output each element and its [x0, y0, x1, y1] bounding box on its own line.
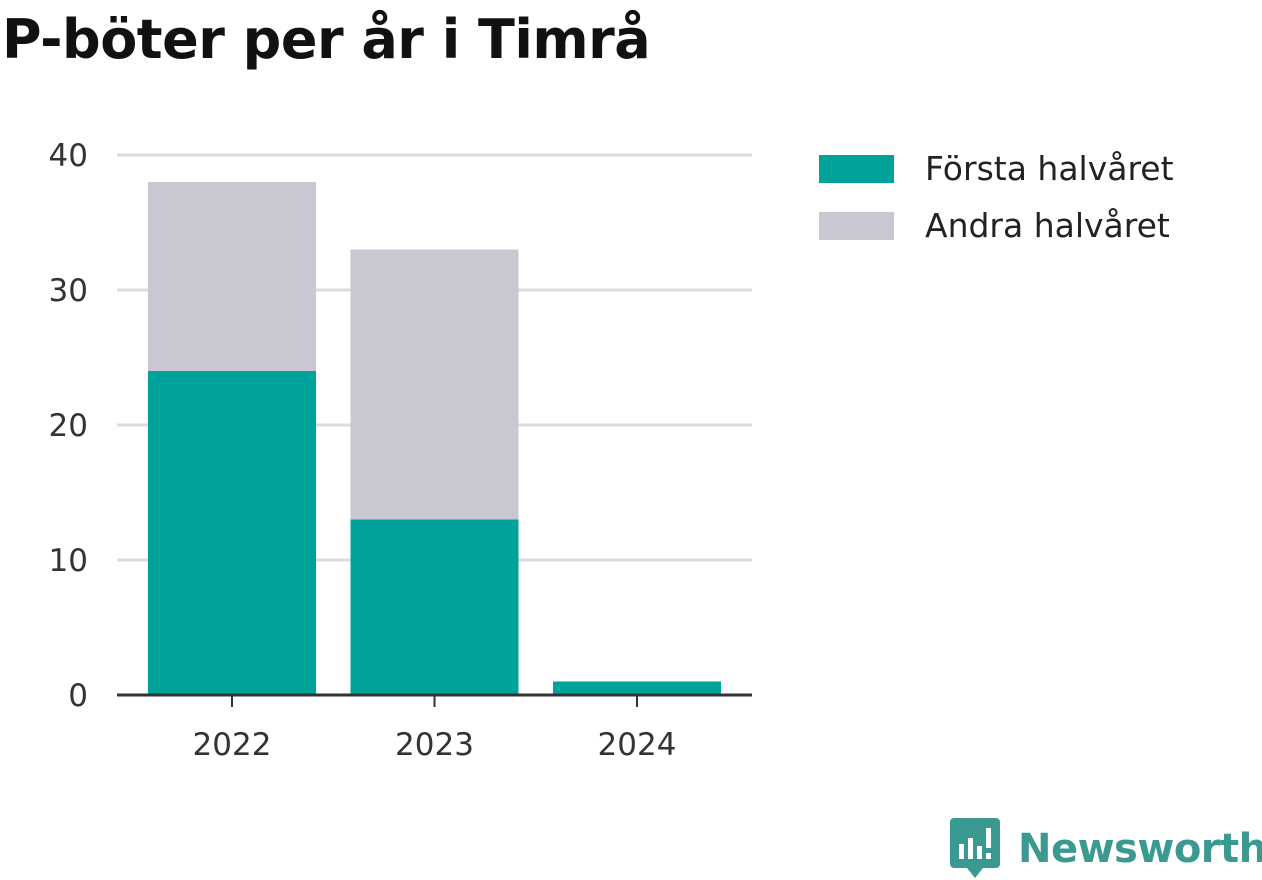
legend-item-forsta-halvaret: Första halvåret	[819, 140, 1174, 197]
brand-name: Newsworthy	[1018, 826, 1262, 872]
y-tick-label-20: 20	[49, 408, 88, 444]
bars	[148, 182, 721, 695]
legend-item-andra-halvaret: Andra halvåret	[819, 197, 1174, 254]
x-tick-label-2022: 2022	[193, 727, 272, 763]
legend-label-andra-halvaret: Andra halvåret	[925, 206, 1170, 245]
legend: Första halvåret Andra halvåret	[819, 140, 1174, 254]
y-tick-label-40: 40	[49, 138, 88, 174]
axes	[117, 693, 752, 707]
bar-2022-series-1	[148, 182, 316, 371]
newsworthy-logo-icon	[950, 818, 1000, 878]
legend-swatch-andra-halvaret	[819, 211, 894, 240]
legend-swatch-forsta-halvaret	[819, 154, 894, 183]
legend-label-forsta-halvaret: Första halvåret	[925, 149, 1174, 188]
chart-title: P-böter per år i Timrå	[2, 8, 651, 71]
bar-2023-series-0	[350, 519, 519, 695]
y-tick-label-10: 10	[49, 543, 88, 579]
bar-2024-series-0	[553, 681, 721, 695]
y-tick-label-30: 30	[49, 273, 88, 309]
bar-2022-series-0	[148, 371, 316, 695]
newsworthy-brand: Newsworthy	[950, 818, 1262, 880]
x-tick-label-2023: 2023	[395, 727, 474, 763]
bar-2023-series-1	[350, 249, 519, 520]
tick-labels: 0 10 20 30 40 2022 2023 2024	[49, 138, 677, 763]
x-tick-label-2024: 2024	[598, 727, 677, 763]
y-tick-label-0: 0	[68, 678, 88, 714]
